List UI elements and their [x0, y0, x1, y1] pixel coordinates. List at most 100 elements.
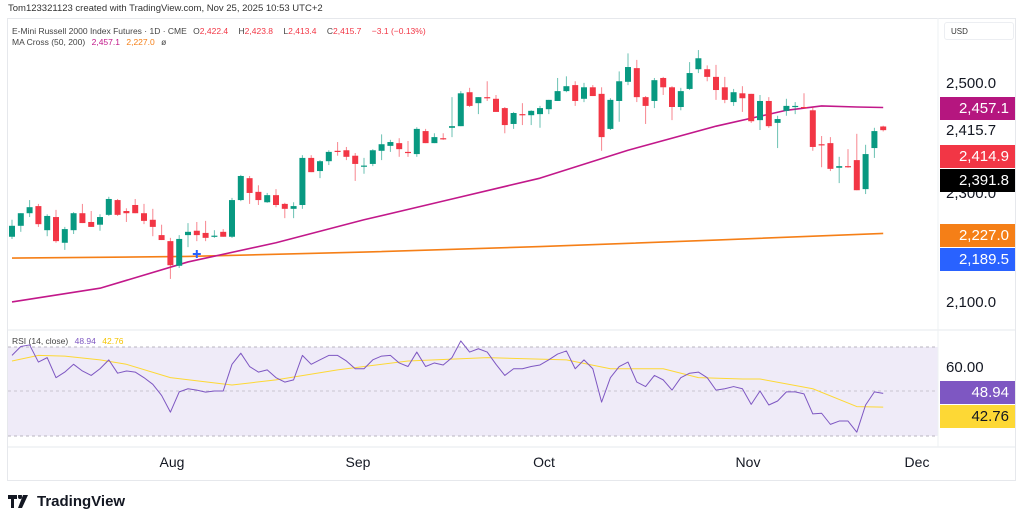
candle-body: [783, 105, 790, 111]
candle: [484, 81, 491, 101]
candle-body: [79, 213, 86, 224]
ma-slow-price-label: 2,227.0: [940, 224, 1015, 247]
candle-body: [475, 97, 482, 104]
candle: [158, 224, 165, 241]
candle-body: [185, 231, 191, 236]
candle-body: [193, 230, 200, 236]
candle: [413, 127, 420, 157]
candle-body: [862, 154, 869, 190]
candle-body: [686, 73, 693, 89]
candle-body: [123, 211, 130, 214]
candle: [193, 221, 200, 242]
candle-body: [88, 221, 95, 227]
ma-fast-price-label: 2,457.1: [940, 97, 1015, 120]
candle-body: [246, 178, 253, 193]
candle: [9, 219, 15, 239]
candle: [88, 211, 95, 227]
candle-body: [554, 91, 561, 101]
candle: [176, 235, 183, 268]
candle-body: [273, 195, 279, 205]
created-by-header: Tom123321123 created with TradingView.co…: [8, 3, 323, 14]
rsi-price-label: 48.94: [940, 381, 1015, 404]
candle: [343, 146, 350, 161]
candle-body: [695, 58, 702, 70]
candle-body: [704, 69, 711, 77]
tradingview-logo[interactable]: TradingView: [8, 493, 125, 510]
candle: [352, 152, 359, 181]
candle: [361, 157, 367, 174]
candle: [61, 226, 68, 250]
candle: [748, 93, 755, 123]
cross-marker-icon: [192, 249, 201, 258]
candle: [105, 196, 112, 216]
candle: [730, 88, 737, 106]
candle: [607, 98, 614, 130]
candle: [229, 197, 235, 238]
candle-body: [801, 106, 807, 109]
candle-body: [440, 138, 447, 140]
candle: [141, 203, 147, 225]
candle: [220, 229, 227, 237]
candle: [739, 86, 746, 112]
rsi-ma-line: [11, 354, 884, 408]
candle-body: [413, 128, 420, 155]
candle-body: [519, 114, 526, 116]
candle: [202, 220, 209, 242]
candle-body: [449, 126, 455, 128]
candle: [642, 96, 649, 124]
candle-body: [528, 110, 535, 116]
candle-body: [167, 241, 174, 266]
candle-body: [730, 92, 737, 103]
symbol-legend[interactable]: E-Mini Russell 2000 Index Futures · 1D ·…: [12, 26, 430, 36]
ma-slow-value: 2,227.0: [126, 37, 155, 47]
candle-body: [114, 200, 121, 215]
candle: [827, 137, 834, 172]
rsi-legend[interactable]: RSI (14, close) 48.94 42.76: [12, 336, 128, 346]
candle: [255, 185, 262, 205]
candle-body: [369, 150, 376, 164]
candle: [431, 133, 438, 144]
candle-body: [792, 105, 799, 108]
candle-body: [26, 207, 33, 214]
chart-frame: [7, 18, 1016, 481]
candle: [185, 223, 191, 248]
tradingview-logo-text: TradingView: [37, 493, 126, 510]
month-label-nov: Nov: [735, 454, 761, 470]
candle-body: [132, 204, 139, 214]
candle: [449, 97, 455, 138]
candle: [757, 94, 763, 130]
symbol-name: E-Mini Russell 2000 Index Futures · 1D ·…: [12, 26, 187, 36]
cross-price-label: 2,189.5: [940, 248, 1015, 271]
candle-body: [765, 100, 772, 127]
ma-fast-value: 2,457.1: [91, 37, 120, 47]
candle: [651, 77, 658, 109]
candle-body: [836, 166, 843, 168]
candle-body: [290, 206, 297, 209]
ma-cross-legend[interactable]: MA Cross (50, 200) 2,457.1 2,227.0 ø: [12, 37, 170, 47]
candle-body: [607, 99, 614, 129]
candle-body: [845, 166, 851, 168]
change-value: −3.1 (−0.13%): [371, 26, 426, 36]
candle: [97, 214, 103, 231]
candle: [246, 175, 253, 204]
candle: [695, 50, 702, 74]
candle: [845, 149, 851, 168]
candle-body: [176, 238, 183, 266]
candle-body: [757, 100, 763, 121]
candle-body: [422, 131, 429, 144]
candle: [378, 134, 385, 161]
candle-body: [237, 175, 244, 201]
candle-body: [220, 231, 227, 237]
candle: [466, 87, 473, 107]
candle-body: [818, 144, 825, 146]
candle-body: [53, 217, 59, 242]
candle-body: [44, 215, 51, 231]
candle-body: [299, 157, 306, 205]
candle: [660, 76, 667, 95]
candle: [149, 208, 156, 237]
candle: [783, 98, 790, 116]
candle-body: [334, 150, 341, 152]
ma-fast-line: [11, 105, 884, 303]
currency-button[interactable]: USD: [944, 22, 1014, 40]
